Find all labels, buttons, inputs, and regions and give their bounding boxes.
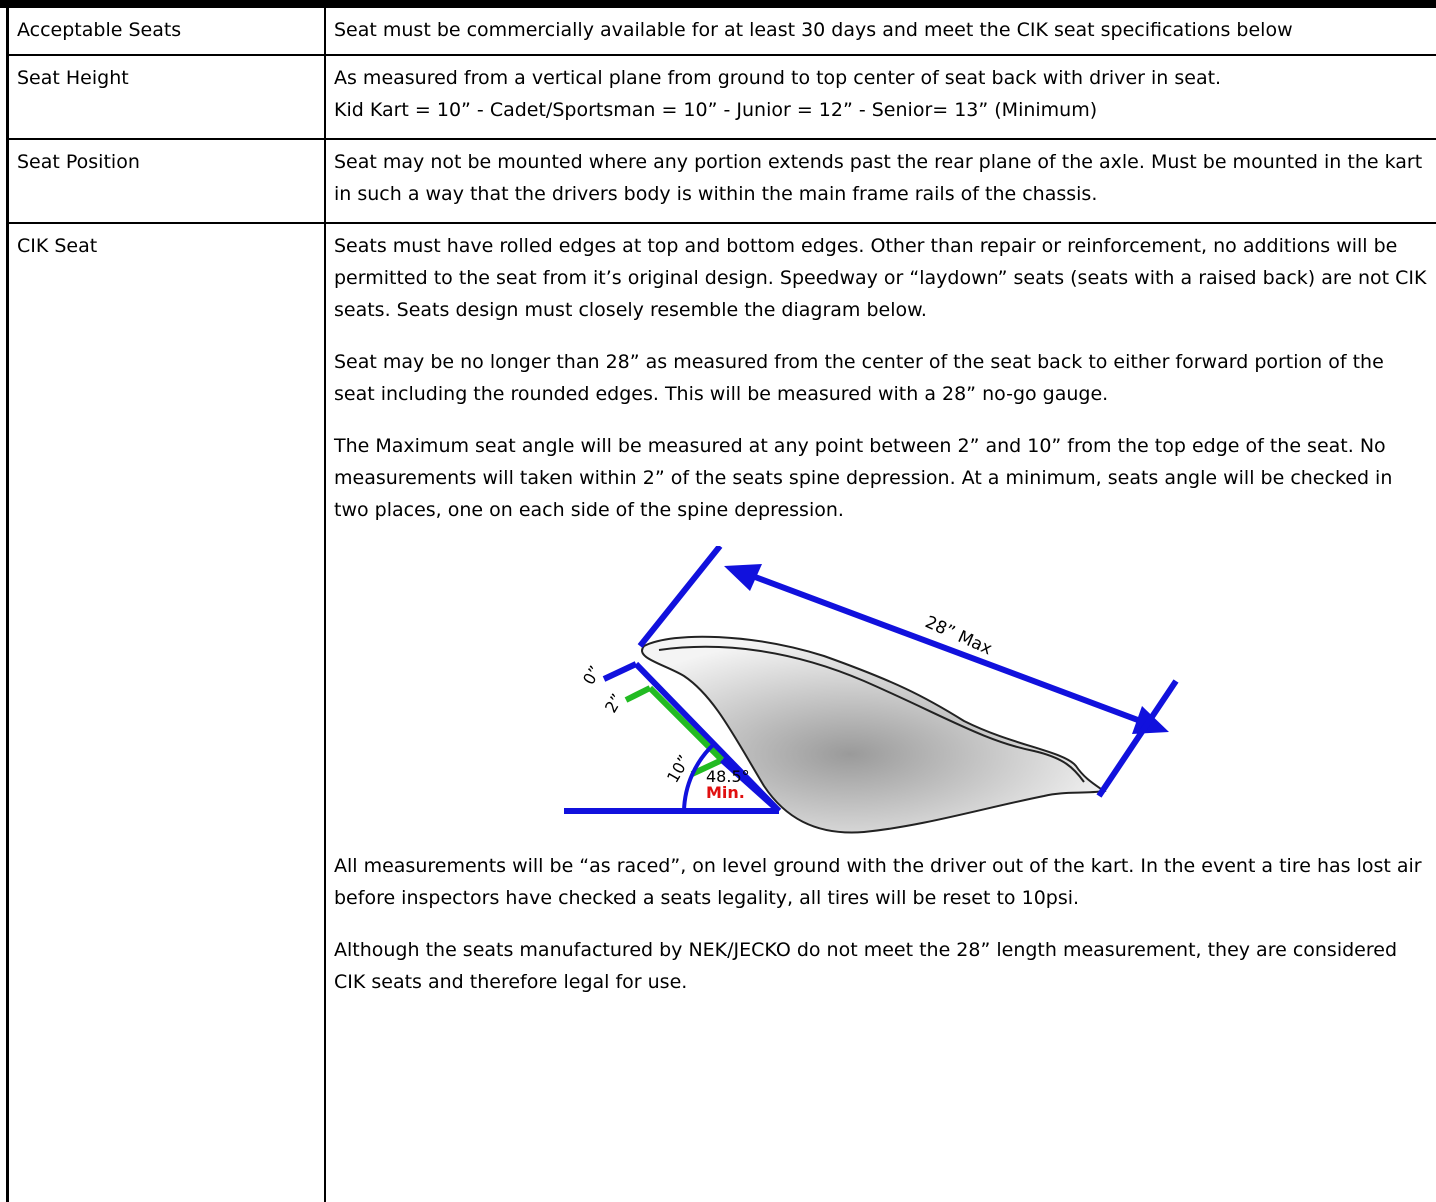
front-line: [1096, 679, 1179, 798]
green-tick: [690, 757, 724, 777]
mark-label: 2”: [601, 691, 627, 716]
mark-label: 0”: [579, 663, 605, 688]
arrow-head: [724, 564, 762, 591]
angle-arc: [682, 742, 716, 812]
paragraph: Seat may not be mounted where any portio…: [334, 151, 1423, 205]
row-content: Seat must be commercially available for …: [326, 8, 1436, 54]
paragraph: Seat may be no longer than 28” as measur…: [334, 351, 1384, 405]
table-row: Acceptable Seats Seat must be commerciall…: [6, 8, 1436, 56]
table-row: Seat Height As measured from a vertical p…: [6, 56, 1436, 140]
row-label: Acceptable Seats: [9, 8, 326, 54]
zero-tick: [602, 661, 638, 682]
length-arrow: [737, 568, 1156, 729]
seat-shape: [641, 635, 1107, 834]
row-content: Seats must have rolled edges at top and …: [326, 224, 1436, 1202]
blue-tick: [719, 757, 782, 814]
paragraph: Although the seats manufactured by NEK/J…: [334, 939, 1398, 993]
seat-rim: [658, 645, 1085, 783]
paragraph: All measurements will be “as raced”, on …: [334, 855, 1422, 909]
table-row: Seat Position Seat may not be mounted whe…: [6, 140, 1436, 224]
table-row: CIK Seat Seats must have rolled edges at …: [6, 224, 1436, 1202]
paragraph: Seats must have rolled edges at top and …: [334, 235, 1427, 321]
paragraph: As measured from a vertical plane from g…: [334, 67, 1222, 89]
green-tick: [624, 685, 652, 703]
top-line: [637, 546, 723, 648]
row-label: CIK Seat: [9, 224, 326, 1202]
paragraph: Kid Kart = 10” - Cadet/Sportsman = 10” -…: [334, 99, 1098, 121]
row-content: Seat may not be mounted where any portio…: [326, 140, 1436, 222]
row-label: Seat Position: [9, 140, 326, 222]
angle-label: 48.5°: [706, 767, 750, 786]
row-label: Seat Height: [9, 56, 326, 138]
paragraph: Seat must be commercially available for …: [334, 19, 1293, 41]
angle-note: Min.: [706, 783, 745, 802]
paragraph: The Maximum seat angle will be measured …: [334, 435, 1393, 521]
row-content: As measured from a vertical plane from g…: [326, 56, 1436, 138]
